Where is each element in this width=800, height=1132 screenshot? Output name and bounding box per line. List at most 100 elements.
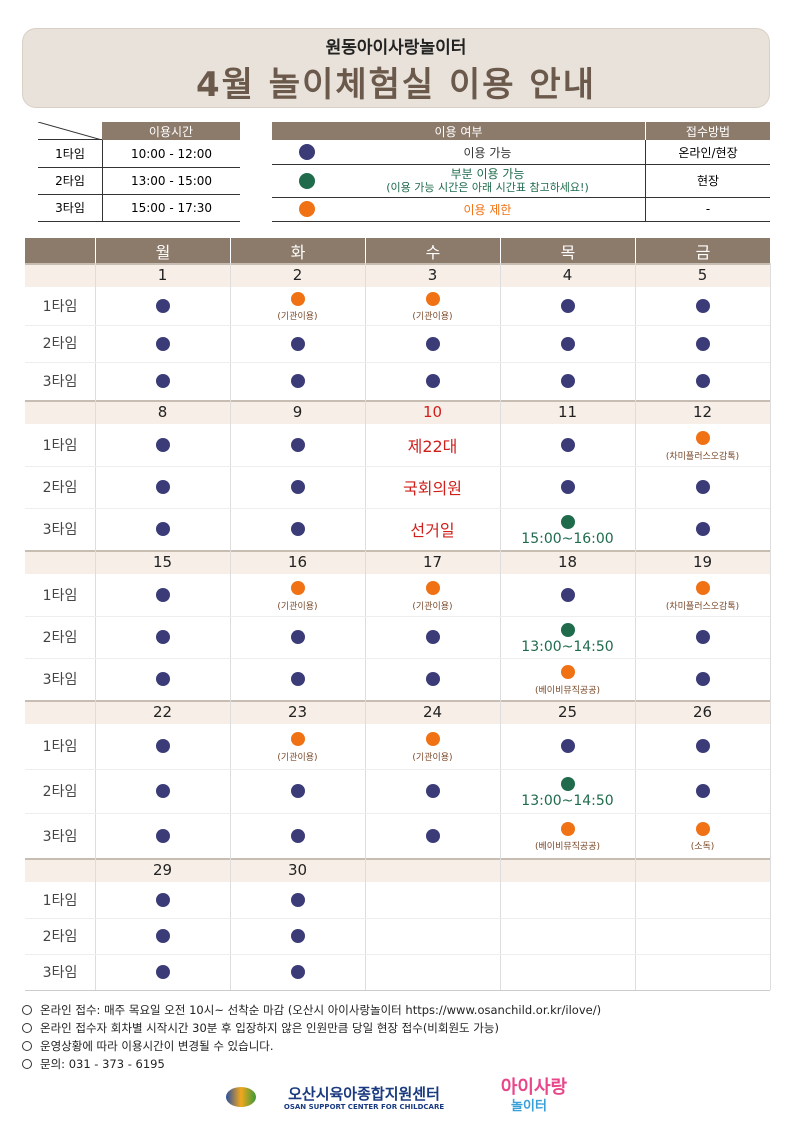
status-dot [155, 438, 170, 452]
status-dot [560, 588, 575, 602]
holiday-text: 국회의원 [403, 479, 462, 498]
column-line [230, 858, 231, 990]
column-line [230, 700, 231, 858]
cell-note: 13:00~14:50 [521, 793, 614, 809]
date: 4 [562, 266, 573, 284]
day-name: 월 [95, 238, 230, 263]
column-line [770, 858, 771, 990]
date: 2 [292, 266, 303, 284]
column-line [770, 550, 771, 700]
status-dot [560, 480, 575, 494]
time-slot: 3타임 [55, 201, 85, 215]
status-dot [560, 665, 575, 679]
status-dot [560, 374, 575, 389]
logo-bottom: 놀이터 [511, 1098, 547, 1114]
date-row [25, 858, 770, 882]
logo-top: 아이사랑 [500, 1077, 568, 1098]
slot-line [25, 813, 770, 815]
legend-method: - [645, 197, 770, 221]
cell-note: (차미플러스오감톡) [665, 451, 740, 462]
date: 5 [697, 266, 708, 284]
time-range: 13:00 - 15:00 [102, 167, 240, 194]
slot-line [25, 658, 770, 659]
status-dot [290, 480, 305, 494]
status-dot [290, 672, 305, 686]
time-header: 이용시간 [102, 122, 240, 140]
status-dot [290, 929, 305, 943]
date: 22 [152, 703, 173, 721]
slot-line [25, 918, 770, 919]
time-row-line [38, 167, 240, 168]
date: 3 [427, 266, 438, 284]
slot-line [25, 466, 770, 467]
status-dot [299, 201, 315, 217]
status-dot [299, 144, 315, 160]
date: 25 [557, 703, 578, 721]
status-dot [695, 298, 710, 313]
legend-row-line [272, 164, 770, 165]
center-icon [226, 1087, 256, 1107]
cell-note: (소독) [690, 842, 715, 853]
status-dot [155, 965, 170, 979]
time-range: 10:00 - 12:00 [102, 140, 240, 167]
column-line [500, 400, 501, 550]
status-dot [290, 630, 305, 644]
date: 16 [287, 553, 308, 571]
column-line [635, 400, 636, 550]
time-row-line [38, 194, 240, 195]
column-line [365, 700, 366, 858]
status-dot [155, 630, 170, 644]
date: 26 [692, 703, 713, 721]
column-line [230, 400, 231, 550]
column-line [365, 400, 366, 550]
center-name: 오산시육아종합지원센터 [288, 1084, 440, 1103]
column-line [95, 858, 96, 990]
time-row-line [38, 221, 240, 222]
calendar-bottom [25, 990, 770, 991]
note: 온라인 접수: 매주 목요일 오전 10시~ 선착순 마감 (오산시 아이사랑놀… [40, 1003, 602, 1017]
status-dot [290, 828, 305, 843]
status-dot [425, 336, 440, 351]
status-dot [155, 739, 170, 754]
header-box [22, 28, 770, 108]
legend-row-line [272, 197, 770, 198]
status-dot [155, 784, 170, 798]
diagonal-line [38, 121, 102, 140]
slot-line [25, 954, 770, 955]
slot-label: 1타임 [42, 893, 78, 909]
legend-header: 접수방법 [645, 122, 770, 140]
status-dot [155, 828, 170, 843]
status-dot [695, 431, 710, 445]
date: 1 [157, 266, 168, 284]
slot-line [25, 508, 770, 509]
column-line [500, 700, 501, 858]
note-bullet [22, 1023, 32, 1033]
status-dot [155, 298, 170, 313]
date: 12 [692, 403, 713, 421]
day-name: 금 [635, 238, 770, 263]
column-line [635, 858, 636, 990]
column-line [365, 858, 366, 990]
note: 운영상황에 따라 이용시간이 변경될 수 있습니다. [40, 1039, 274, 1053]
cell-note: (기관이용) [412, 601, 453, 612]
status-dot [290, 291, 305, 306]
slot-line [25, 768, 770, 770]
column-line [770, 700, 771, 858]
status-dot [155, 929, 170, 943]
status-dot [155, 374, 170, 389]
column-line [95, 400, 96, 550]
status-dot [155, 480, 170, 494]
day-name: 목 [500, 238, 635, 263]
cell-note: 15:00~16:00 [521, 531, 614, 547]
legend-method: 온라인/현장 [645, 140, 770, 164]
status-dot [425, 784, 440, 798]
time-slot: 2타임 [55, 174, 85, 188]
page-title: 4월 놀이체험실 이용 안내 [196, 64, 596, 105]
date: 10 [422, 403, 443, 421]
cell-note: (기관이용) [277, 752, 318, 763]
status-dot [560, 623, 575, 637]
status-dot [290, 374, 305, 389]
cell-note: (기관이용) [412, 752, 453, 763]
date: 8 [157, 403, 168, 421]
status-dot [695, 336, 710, 351]
